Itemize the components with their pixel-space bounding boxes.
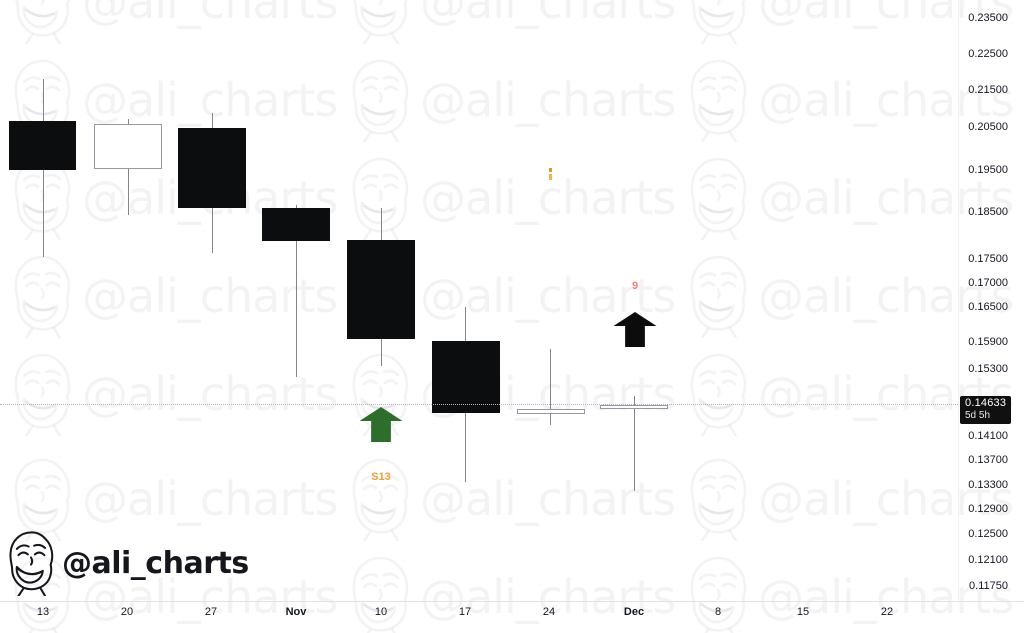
candle-wick bbox=[549, 349, 551, 425]
time-axis-label: 17 bbox=[458, 606, 472, 618]
price-axis-label: 0.15900 bbox=[968, 336, 1008, 348]
s13-annotation-label[interactable]: S13 bbox=[371, 471, 391, 483]
candle-body bbox=[347, 240, 415, 339]
black-up-arrow-annotation[interactable] bbox=[613, 312, 657, 347]
price-axis-label: 0.20500 bbox=[968, 121, 1008, 133]
info-marker-icon[interactable] bbox=[549, 168, 552, 180]
candle-wick bbox=[295, 205, 297, 377]
price-axis-label: 0.14100 bbox=[968, 430, 1008, 442]
price-axis-label: 0.21500 bbox=[968, 84, 1008, 96]
nine-annotation-label[interactable]: 9 bbox=[631, 280, 639, 292]
price-axis-label: 0.19500 bbox=[968, 164, 1008, 176]
candle-body bbox=[262, 208, 330, 241]
candle-body bbox=[600, 405, 668, 409]
time-axis[interactable]: 13 20 27 Nov 10 17 24 Dec 8 15 22 bbox=[0, 602, 1024, 633]
time-axis-label: 15 bbox=[796, 606, 810, 618]
price-axis-label: 0.12900 bbox=[968, 503, 1008, 515]
price-axis[interactable]: 0.23500 0.22500 0.21500 0.20500 0.19500 0.185… bbox=[958, 0, 1024, 601]
price-axis-label: 0.16500 bbox=[968, 301, 1008, 313]
candle-countdown: 5d 5h bbox=[965, 410, 991, 421]
price-axis-label: 0.22500 bbox=[968, 48, 1008, 60]
price-axis-label: 0.18500 bbox=[968, 206, 1008, 218]
candle-body bbox=[178, 128, 246, 208]
candle-body bbox=[517, 409, 585, 414]
ali-charts-logo: @ali_charts bbox=[4, 530, 249, 596]
price-axis-label: 0.17500 bbox=[968, 253, 1008, 265]
candle-body bbox=[432, 341, 500, 413]
price-axis-label: 0.17000 bbox=[968, 277, 1008, 289]
laughing-face-icon bbox=[4, 530, 58, 596]
time-axis-label: 13 bbox=[36, 606, 50, 618]
candle-body bbox=[94, 124, 162, 169]
candle-wick bbox=[633, 396, 635, 491]
candle-body bbox=[9, 121, 76, 170]
current-price-value: 0.14633 bbox=[965, 397, 1007, 409]
current-price-line bbox=[0, 404, 958, 405]
price-axis-label: 0.12100 bbox=[968, 554, 1008, 566]
price-axis-label: 0.15300 bbox=[968, 363, 1008, 375]
chart-canvas[interactable]: S13 9 bbox=[0, 0, 958, 601]
logo-handle: @ali_charts bbox=[62, 545, 249, 581]
time-axis-label: Dec bbox=[623, 606, 645, 618]
time-axis-label: 24 bbox=[542, 606, 556, 618]
price-axis-label: 0.13300 bbox=[968, 479, 1008, 491]
time-axis-label: 22 bbox=[880, 606, 894, 618]
time-axis-label: 20 bbox=[120, 606, 134, 618]
time-axis-label: 10 bbox=[374, 606, 388, 618]
price-axis-label: 0.11750 bbox=[969, 580, 1008, 592]
time-axis-label: 27 bbox=[204, 606, 218, 618]
time-axis-label: 8 bbox=[714, 606, 722, 618]
green-up-arrow-annotation[interactable] bbox=[359, 407, 403, 442]
price-axis-separator bbox=[958, 0, 959, 601]
price-axis-label: 0.12500 bbox=[968, 528, 1008, 540]
price-axis-label: 0.23500 bbox=[968, 12, 1008, 24]
price-axis-label: 0.13700 bbox=[968, 454, 1008, 466]
time-axis-label: Nov bbox=[285, 606, 307, 618]
time-axis-separator bbox=[0, 601, 1024, 602]
current-price-label[interactable]: 0.14633 5d 5h bbox=[960, 396, 1011, 424]
